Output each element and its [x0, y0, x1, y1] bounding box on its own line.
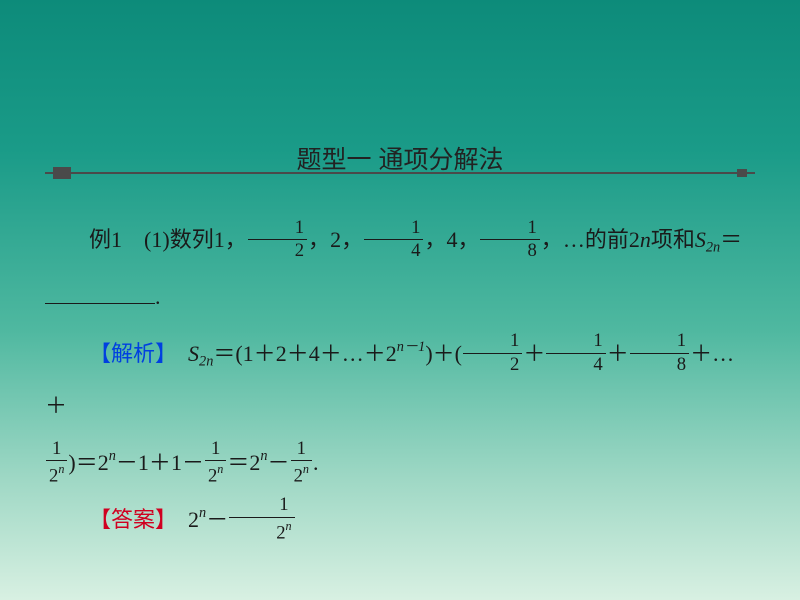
answer-block: 【答案】 2n－12n	[45, 494, 755, 547]
analysis-block: 【解析】 S2n＝(1＋2＋4＋…＋2n－1)＋(12＋14＋18＋…＋	[45, 328, 755, 434]
fraction: 12n	[205, 440, 226, 487]
term-count: 2n	[629, 227, 651, 252]
sequence-term: 2	[330, 227, 341, 252]
term: 4	[309, 341, 320, 366]
blank-line: .	[45, 271, 755, 324]
fraction: 18	[480, 219, 539, 261]
fraction: 12	[248, 219, 307, 261]
fraction: 12n	[291, 440, 312, 487]
sum-symbol: S	[695, 227, 706, 252]
ellipsis: …	[563, 227, 585, 252]
example-label: 例1	[89, 227, 122, 252]
equals: ＝	[720, 227, 742, 252]
power-term: 2n	[98, 450, 116, 475]
fraction: 12n	[46, 440, 67, 487]
header-right-marker	[737, 169, 747, 177]
fraction: 14	[546, 332, 605, 374]
sequence-term: 4	[446, 227, 457, 252]
fraction: 12n	[229, 496, 294, 543]
slide-content: 题型一 通项分解法 例1 (1)数列1，12，2，14，4，18，…的前2n项和…	[45, 140, 755, 551]
analysis-line2: 12n)＝2n－1＋1－12n＝2n－12n.	[45, 437, 755, 490]
term: 2	[276, 341, 287, 366]
subproblem-number: (1)	[144, 227, 170, 252]
analysis-label: 【解析】	[89, 341, 166, 366]
section-title: 题型一 通项分解法	[289, 140, 512, 176]
term: 1	[171, 450, 182, 475]
power-term: 2n－1	[386, 341, 426, 366]
header-left-marker	[53, 167, 71, 179]
term: 1	[243, 341, 254, 366]
answer-blank	[45, 282, 155, 304]
power-term: 2n	[188, 507, 206, 532]
ellipsis: …	[342, 341, 364, 366]
answer-label: 【答案】	[89, 507, 166, 532]
section-header: 题型一 通项分解法	[45, 140, 755, 184]
power-term: 2n	[249, 450, 267, 475]
sum-sym: S	[188, 341, 199, 366]
fraction: 18	[630, 332, 689, 374]
fraction: 14	[364, 219, 423, 261]
sum-subscript: 2n	[706, 239, 720, 255]
sum-sub: 2n	[199, 353, 213, 369]
fraction: 12	[463, 332, 522, 374]
problem-pre: 数列1，	[170, 227, 247, 252]
term: 1	[138, 450, 149, 475]
ellipsis: …	[712, 341, 734, 366]
body-text: 例1 (1)数列1，12，2，14，4，18，…的前2n项和S2n＝ . 【解析…	[45, 214, 755, 547]
problem-sum-word: 项和	[651, 227, 695, 252]
problem-mid: 的前	[585, 227, 629, 252]
problem-statement: 例1 (1)数列1，12，2，14，4，18，…的前2n项和S2n＝	[45, 214, 755, 267]
